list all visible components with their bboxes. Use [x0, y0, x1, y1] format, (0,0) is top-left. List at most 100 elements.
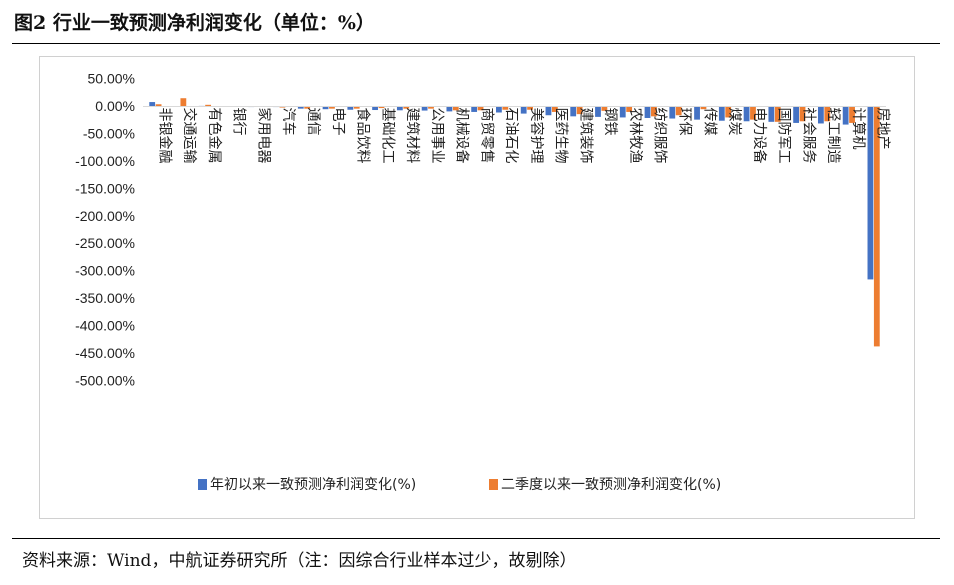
bar-ytd-13 — [471, 106, 478, 112]
y-tick-label: -150.00% — [75, 180, 135, 196]
x-category-label: 建筑材料 — [404, 107, 420, 163]
bar-ytd-19 — [619, 106, 626, 118]
x-category-label: 煤炭 — [726, 107, 742, 135]
x-category-label: 机械设备 — [454, 107, 471, 163]
bar-q2-19 — [626, 106, 633, 112]
bar-q2-2 — [205, 104, 212, 107]
x-category-label: 纺织服饰 — [652, 107, 668, 163]
x-category-label: 基础化工 — [379, 107, 396, 163]
top-rule — [12, 43, 940, 44]
y-tick-label: -400.00% — [75, 318, 135, 334]
x-category-label: 美容护理 — [528, 107, 545, 163]
bar-q2-10 — [403, 106, 410, 109]
y-tick-label: 50.00% — [88, 71, 135, 87]
bar-q2-25 — [774, 106, 781, 122]
bar-q2-7 — [329, 106, 335, 109]
bar-q2-24 — [750, 106, 756, 120]
bar-ytd-25 — [768, 106, 775, 122]
figure-title: 图2 行业一致预测净利润变化（单位：%） — [14, 12, 375, 34]
y-tick-label: -250.00% — [75, 235, 135, 251]
x-category-label: 有色金属 — [206, 107, 223, 163]
x-category-label: 汽车 — [280, 107, 297, 135]
x-category-label: 公用事业 — [429, 107, 445, 163]
bar-ytd-20 — [644, 106, 651, 118]
bar-ytd-11 — [421, 106, 428, 111]
bar-q2-22 — [700, 106, 707, 110]
bar-q2-23 — [725, 106, 732, 118]
bar-q2-14 — [502, 106, 509, 110]
bar-q2-6 — [304, 106, 311, 109]
bar-q2-16 — [551, 106, 558, 112]
chart-frame: 50.00% 0.00% -50.00% -100.00% -150.00% -200.0… — [39, 56, 915, 519]
y-tick-label: -200.00% — [75, 208, 135, 224]
legend-swatch-0 — [198, 479, 207, 490]
bar-ytd-26 — [793, 106, 800, 123]
bar-chart: 50.00% 0.00% -50.00% -100.00% -150.00% -200.0… — [75, 71, 891, 494]
x-category-label: 农林牧渔 — [627, 107, 643, 163]
bar-ytd-18 — [595, 106, 601, 117]
bar-q2-9 — [378, 106, 385, 109]
bar-ytd-21 — [669, 106, 676, 119]
x-category-label: 通信 — [305, 107, 321, 135]
bar-ytd-22 — [694, 106, 700, 120]
bar-ytd-9 — [372, 106, 378, 111]
x-category-label: 食品饮料 — [355, 107, 372, 163]
bar-ytd-27 — [817, 106, 824, 124]
bar-q2-18 — [601, 106, 608, 111]
x-category-label: 国防军工 — [776, 107, 792, 163]
bar-ytd-10 — [396, 106, 403, 111]
x-category-label: 电力设备 — [751, 107, 768, 163]
legend-label-0: 年初以来一致预测净利润变化(%) — [210, 476, 416, 493]
bar-ytd-0 — [149, 102, 156, 107]
x-category-label: 石油石化 — [503, 107, 519, 163]
bar-ytd-24 — [743, 106, 750, 122]
y-tick-label: -350.00% — [75, 290, 135, 306]
bar-ytd-23 — [718, 106, 725, 121]
bar-q2-17 — [576, 106, 583, 115]
bar-ytd-14 — [496, 106, 502, 113]
x-category-label: 环保 — [676, 107, 692, 135]
bar-q2-20 — [651, 106, 657, 117]
x-category-label: 轻工制造 — [825, 107, 841, 163]
y-tick-label: -300.00% — [75, 263, 135, 279]
bar-q2-5 — [279, 106, 286, 108]
x-category-label: 社会服务 — [800, 107, 816, 163]
bar-q2-12 — [452, 106, 459, 111]
bar-ytd-15 — [520, 106, 527, 114]
y-tick-label: -500.00% — [75, 373, 135, 389]
bar-ytd-8 — [347, 106, 354, 110]
bar-q2-21 — [675, 106, 682, 116]
y-tick-label: 0.00% — [95, 98, 135, 114]
bar-q2-1 — [180, 98, 187, 107]
legend-swatch-1 — [489, 479, 498, 490]
bar-q2-28 — [849, 106, 855, 123]
bottom-rule — [12, 538, 940, 539]
bar-q2-27 — [824, 106, 831, 122]
y-tick-label: -450.00% — [75, 345, 135, 361]
bar-ytd-6 — [297, 106, 304, 109]
bar-q2-8 — [353, 106, 360, 109]
x-category-label: 商贸零售 — [478, 107, 494, 163]
x-category-label: 交通运输 — [181, 107, 198, 163]
x-category-label: 银行 — [231, 107, 247, 135]
x-category-label: 计算机 — [850, 107, 866, 149]
bar-q2-26 — [799, 106, 806, 122]
bar-ytd-16 — [545, 106, 552, 116]
bar-q2-0 — [155, 104, 162, 107]
bar-q2-29 — [873, 106, 880, 347]
bar-ytd-12 — [446, 106, 453, 112]
x-category-label: 房地产 — [875, 107, 891, 149]
source-note: 资料来源：Wind，中航证券研究所（注：因综合行业样本过少，故剔除） — [22, 551, 577, 571]
bar-ytd-29 — [867, 106, 874, 280]
bar-ytd-7 — [322, 106, 329, 110]
bar-ytd-17 — [570, 106, 577, 117]
bar-ytd-28 — [842, 106, 849, 125]
x-category-label: 电子 — [330, 107, 346, 135]
x-category-label: 建筑装饰 — [577, 107, 593, 163]
bar-q2-15 — [527, 106, 533, 110]
x-category-label: 家用电器 — [255, 107, 272, 163]
x-category-label: 非银金融 — [156, 107, 172, 163]
bar-q2-11 — [428, 106, 434, 109]
x-category-label: 钢铁 — [602, 107, 618, 135]
x-category-label: 传媒 — [701, 107, 717, 135]
